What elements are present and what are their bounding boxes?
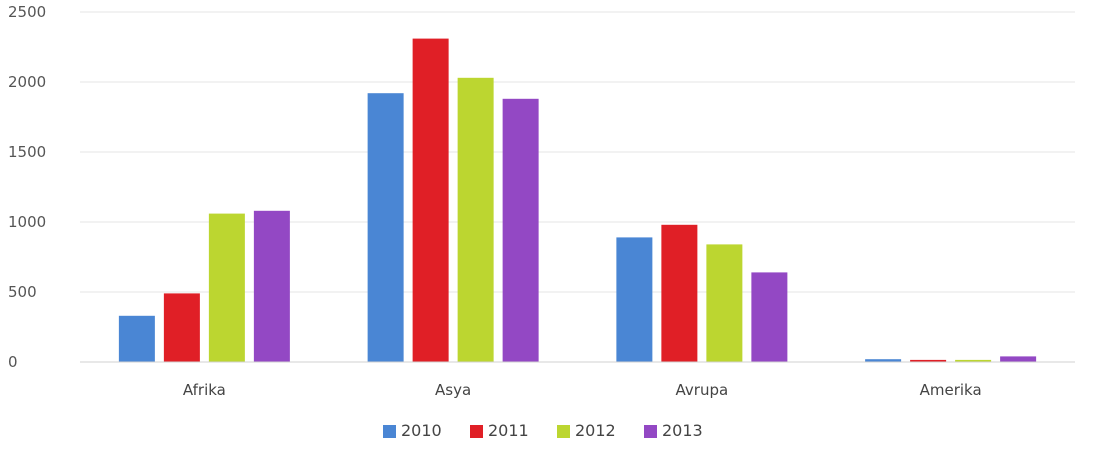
bar-asya-2013 [502,98,539,363]
y-tick-label: 500 [8,283,37,301]
legend-swatch-2011 [470,425,483,438]
bar-avrupa-2013 [751,272,788,362]
grid-lines [80,11,1075,293]
bar-avrupa-2012 [706,244,743,362]
bar-afrika-2013 [253,210,290,362]
bar-asya-2012 [457,77,494,363]
y-tick-label: 1000 [8,213,46,231]
bar-afrika-2011 [163,293,200,362]
x-axis-labels: Afrika Asya Avrupa Amerika [183,381,982,399]
bars [118,38,1037,363]
bar-amerika-2012 [955,359,992,362]
y-tick-label: 0 [8,353,18,371]
bar-amerika-2013 [1000,356,1037,362]
bar-avrupa-2011 [661,224,698,362]
x-category-label: Avrupa [676,381,729,399]
bar-amerika-2010 [865,359,902,362]
legend-swatch-2012 [557,425,570,438]
legend-label-2013: 2013 [662,421,703,440]
legend: 2010 2011 2012 2013 [383,421,703,440]
legend-label-2012: 2012 [575,421,616,440]
x-category-label: Amerika [920,381,982,399]
legend-swatch-2010 [383,425,396,438]
y-tick-label: 2500 [8,3,46,21]
bar-avrupa-2010 [616,237,653,362]
bar-asya-2010 [367,93,404,362]
x-category-label: Afrika [183,381,226,399]
y-axis-ticks: 0 500 1000 1500 2000 2500 [8,3,46,371]
y-tick-label: 2000 [8,73,46,91]
x-category-label: Asya [435,381,471,399]
bar-amerika-2011 [910,359,947,362]
legend-label-2010: 2010 [401,421,442,440]
bar-afrika-2010 [118,315,155,362]
bar-afrika-2012 [208,213,245,362]
legend-label-2011: 2011 [488,421,529,440]
legend-swatch-2013 [644,425,657,438]
y-tick-label: 1500 [8,143,46,161]
bar-asya-2011 [412,38,449,362]
